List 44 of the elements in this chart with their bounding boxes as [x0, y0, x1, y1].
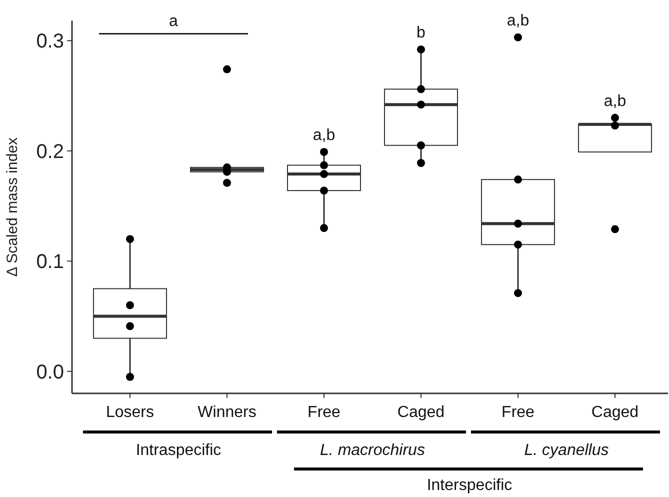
- point: [223, 65, 231, 74]
- text: Interspecific: [426, 477, 512, 494]
- x-tick-label: Free: [502, 404, 535, 421]
- point: [320, 170, 328, 178]
- y-tick-label: 0.1: [36, 251, 64, 274]
- x-tick-label: Free: [308, 404, 341, 421]
- point: [514, 220, 522, 228]
- y-tick-label: 0.2: [36, 140, 64, 163]
- annotation: b: [416, 24, 426, 42]
- point: [320, 224, 328, 232]
- point: [514, 240, 522, 249]
- point: [417, 159, 425, 168]
- x-tick-label: Winners: [198, 404, 256, 421]
- x-tick-label: Caged: [591, 404, 639, 421]
- annotation: a,b: [312, 126, 336, 144]
- point: [417, 100, 425, 109]
- point: [514, 176, 522, 184]
- point: [320, 148, 328, 156]
- point: [611, 114, 619, 122]
- point: [320, 186, 328, 195]
- text: L. cyanellus: [524, 442, 609, 459]
- y-axis-title: Δ Scaled mass index: [4, 136, 21, 277]
- point: [611, 225, 619, 234]
- annotation: a,b: [604, 92, 626, 110]
- point: [417, 45, 425, 54]
- point: [126, 372, 134, 381]
- point: [417, 141, 425, 150]
- point: [223, 178, 231, 187]
- text: Intraspecific: [136, 442, 222, 459]
- y-tick-label: 0.3: [36, 30, 64, 53]
- point: [514, 289, 522, 298]
- point: [611, 122, 619, 130]
- y-tick-label: 0.0: [36, 361, 64, 384]
- point: [126, 235, 134, 244]
- point: [417, 85, 425, 94]
- text: L. macrochirus: [320, 442, 425, 459]
- point: [320, 161, 328, 170]
- point: [126, 322, 134, 330]
- x-tick-label: Caged: [397, 404, 445, 421]
- point: [514, 33, 522, 42]
- point: [126, 301, 134, 310]
- annotation: a,b: [506, 12, 530, 30]
- x-tick-label: Losers: [106, 404, 154, 421]
- annotation: a: [169, 12, 178, 30]
